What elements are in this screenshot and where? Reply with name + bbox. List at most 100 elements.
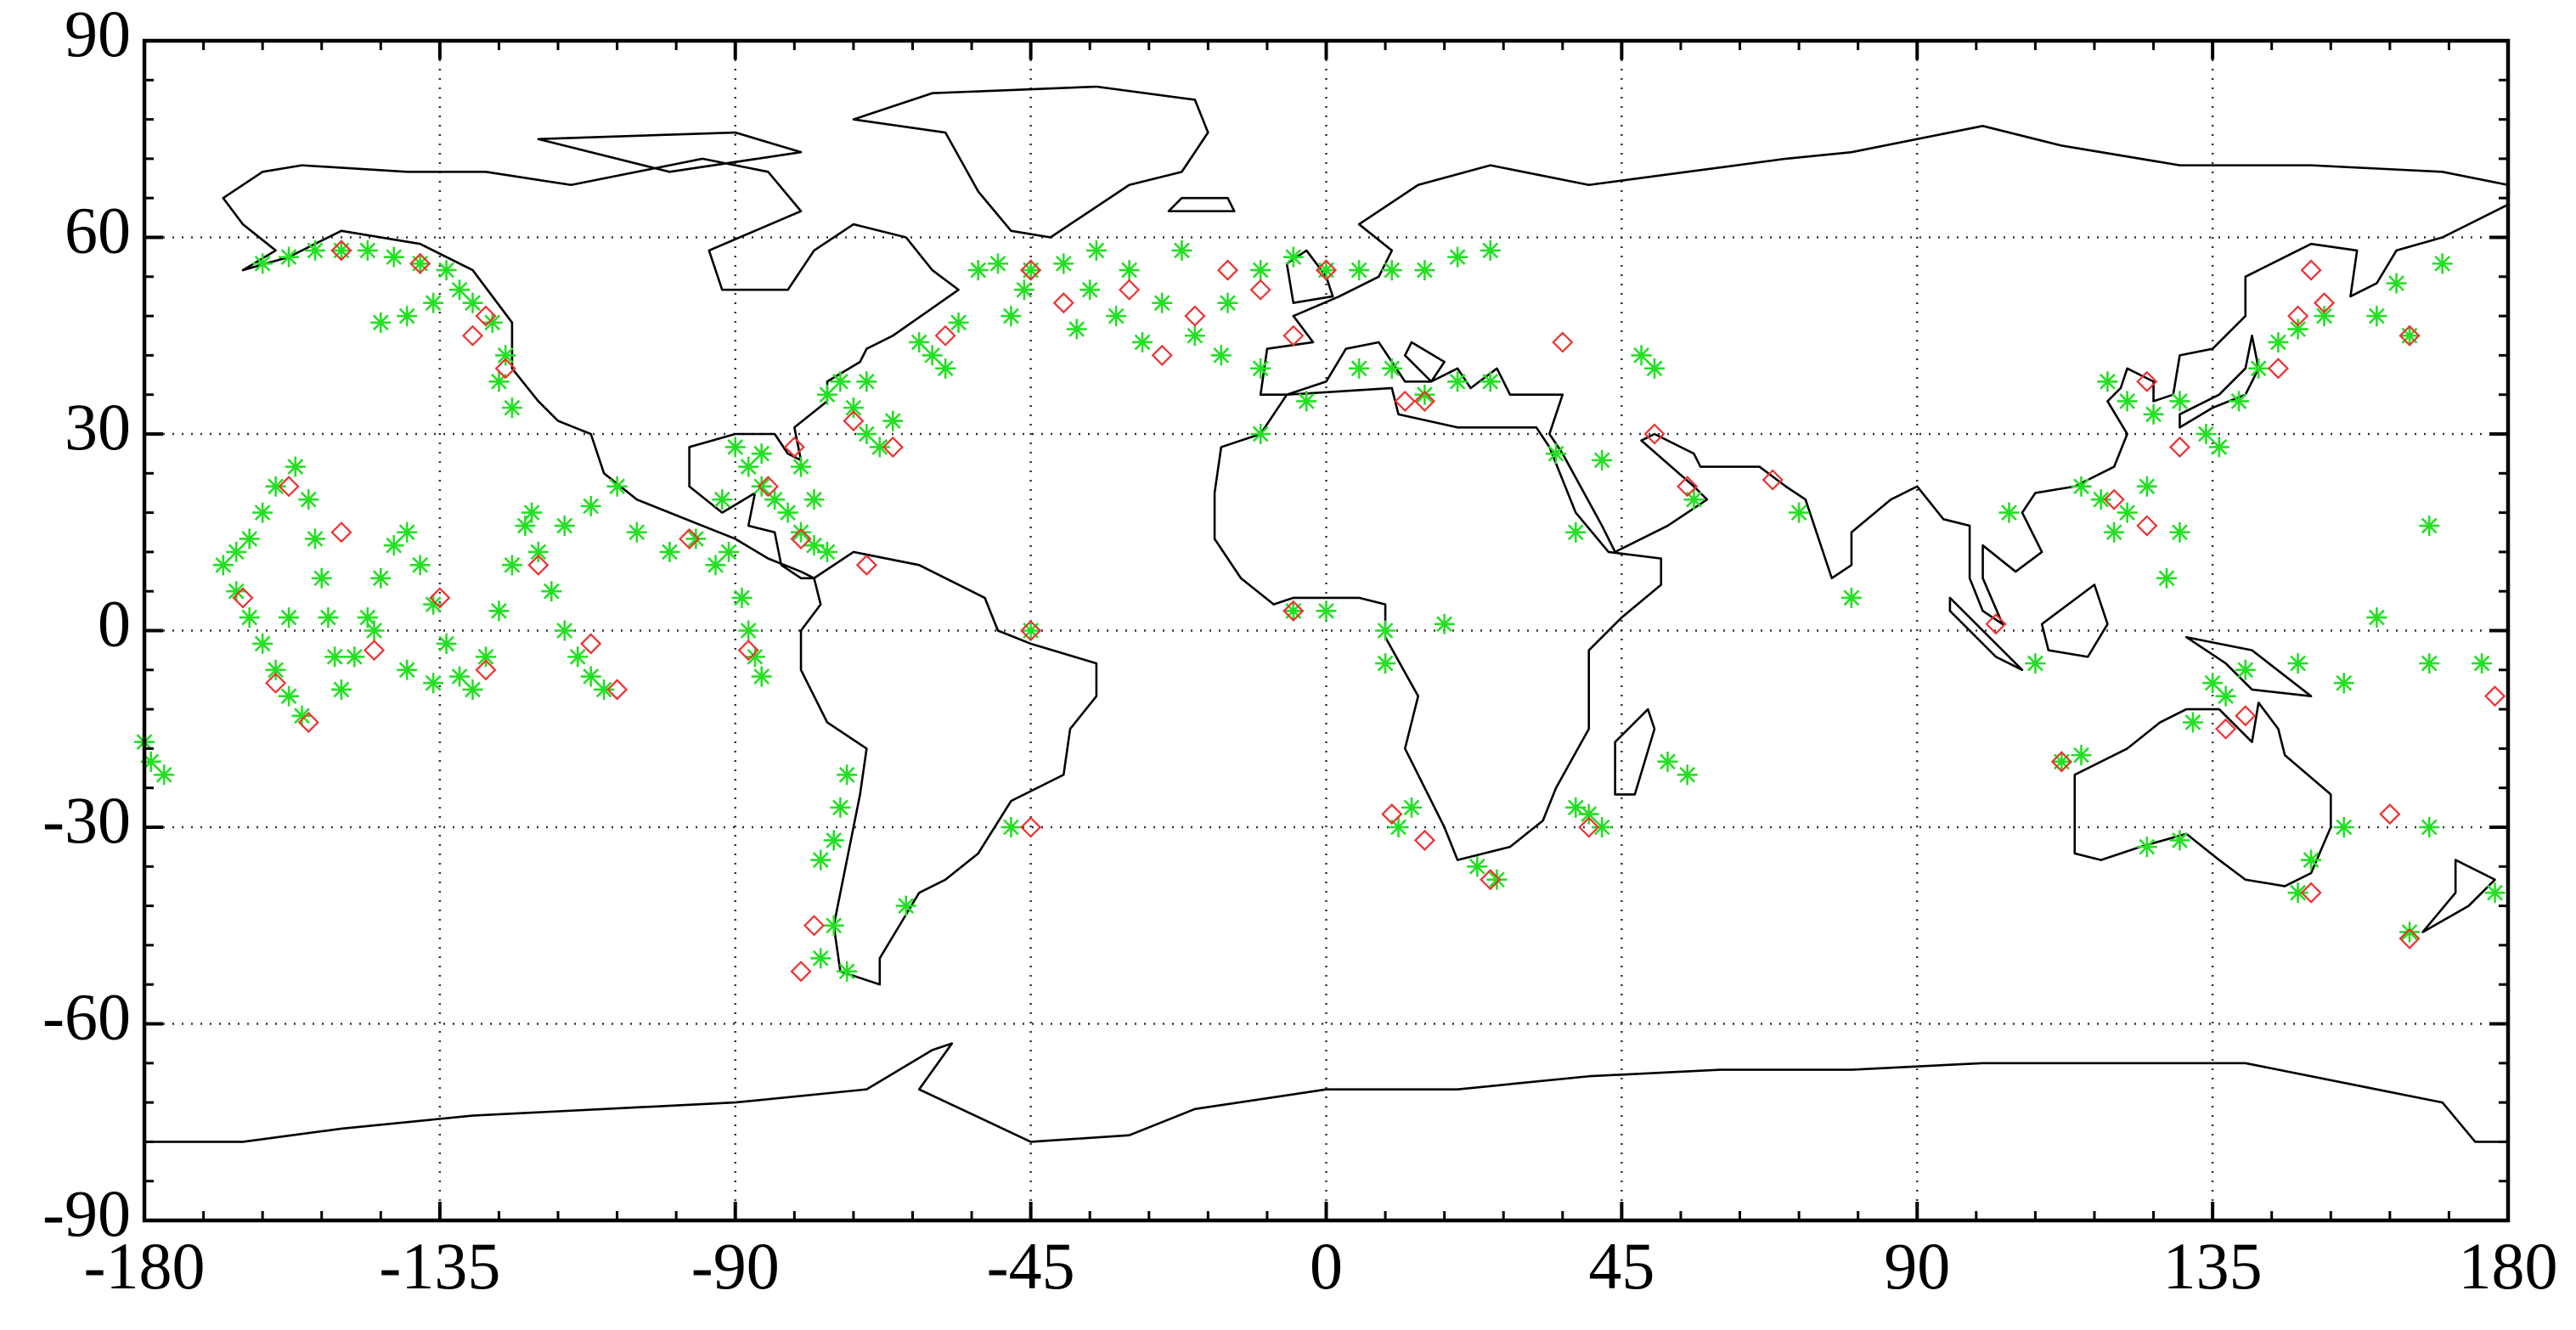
data-point <box>1552 331 1574 353</box>
data-point <box>2215 718 2237 740</box>
x-tick-label: -135 <box>379 1229 500 1303</box>
y-tick-label: 0 <box>98 586 131 660</box>
data-point <box>685 528 707 549</box>
data-point <box>1217 292 1238 313</box>
data-point <box>409 252 431 274</box>
y-tick-label: 60 <box>65 193 131 267</box>
data-point <box>856 371 877 392</box>
data-point <box>1375 620 1396 641</box>
data-point <box>482 312 503 333</box>
data-point <box>1184 305 1206 327</box>
data-point <box>330 679 352 700</box>
data-point <box>934 324 956 347</box>
coastline <box>144 1044 2508 1142</box>
data-point <box>2215 685 2236 707</box>
data-point <box>1677 476 1699 498</box>
data-point <box>1413 829 1436 851</box>
data-point <box>304 528 325 549</box>
data-point <box>1381 803 1403 826</box>
data-point <box>2301 849 2322 871</box>
data-point <box>2300 882 2322 904</box>
y-tick-label: 90 <box>65 0 131 70</box>
data-point <box>1053 253 1074 274</box>
data-point <box>791 521 812 543</box>
data-point <box>1683 489 1705 510</box>
data-point <box>580 633 602 655</box>
data-point <box>1249 279 1271 301</box>
data-point <box>154 764 175 786</box>
data-point <box>304 240 325 261</box>
data-point <box>987 253 1008 274</box>
data-point <box>810 948 831 969</box>
data-point <box>935 358 956 379</box>
data-point <box>2104 521 2125 543</box>
data-point <box>1565 797 1587 818</box>
data-point <box>1132 331 1153 352</box>
data-point <box>606 679 628 701</box>
data-point <box>803 915 826 937</box>
data-point <box>2399 921 2421 943</box>
data-point <box>357 240 378 261</box>
data-point <box>1644 358 1666 379</box>
data-point <box>2143 403 2164 425</box>
data-point <box>515 516 536 537</box>
data-point <box>1001 817 1022 837</box>
data-point <box>2090 489 2111 510</box>
data-point <box>580 495 601 516</box>
data-point <box>2287 305 2309 327</box>
data-point <box>712 489 733 510</box>
data-point <box>2366 306 2387 327</box>
data-point <box>1789 502 1810 523</box>
data-point <box>679 527 701 550</box>
data-point <box>1013 279 1034 301</box>
data-point <box>895 895 916 916</box>
data-point <box>252 633 273 654</box>
data-point <box>1282 324 1305 347</box>
data-point <box>751 666 772 687</box>
data-point <box>2025 653 2046 674</box>
data-point <box>1066 318 1087 340</box>
data-point <box>2268 331 2289 352</box>
coastline <box>2423 860 2495 933</box>
data-point <box>567 646 589 668</box>
data-point <box>1546 443 1567 465</box>
data-point <box>2117 502 2138 523</box>
data-point <box>226 581 247 602</box>
data-point <box>719 541 740 562</box>
data-point <box>1578 816 1600 838</box>
data-point <box>882 410 904 431</box>
data-point <box>1349 260 1370 281</box>
data-point <box>409 555 431 576</box>
data-point <box>1643 423 1666 445</box>
data-point <box>1184 325 1205 347</box>
data-point <box>2398 927 2421 950</box>
x-tick-label: -90 <box>691 1229 780 1303</box>
data-point <box>2472 653 2493 674</box>
data-point <box>751 476 772 497</box>
data-point <box>1480 869 1502 891</box>
data-point <box>843 410 865 432</box>
data-point <box>791 456 812 477</box>
data-point <box>1001 306 1022 327</box>
data-point <box>855 554 877 576</box>
data-point <box>1152 292 1173 313</box>
data-point <box>2419 653 2440 674</box>
data-point <box>1020 619 1042 642</box>
data-point <box>265 672 287 694</box>
data-point <box>1434 613 1455 634</box>
data-point <box>1592 817 1613 837</box>
data-point <box>1375 653 1396 674</box>
data-point <box>1020 816 1042 838</box>
data-point <box>1985 613 2007 635</box>
coastline <box>1215 388 1661 860</box>
data-point <box>1119 260 1140 281</box>
data-point <box>705 555 726 576</box>
data-point <box>2196 424 2217 444</box>
data-point <box>1657 751 1678 772</box>
data-point <box>626 521 647 543</box>
data-point <box>1020 620 1041 641</box>
data-point <box>554 620 575 641</box>
data-point <box>1401 797 1422 818</box>
